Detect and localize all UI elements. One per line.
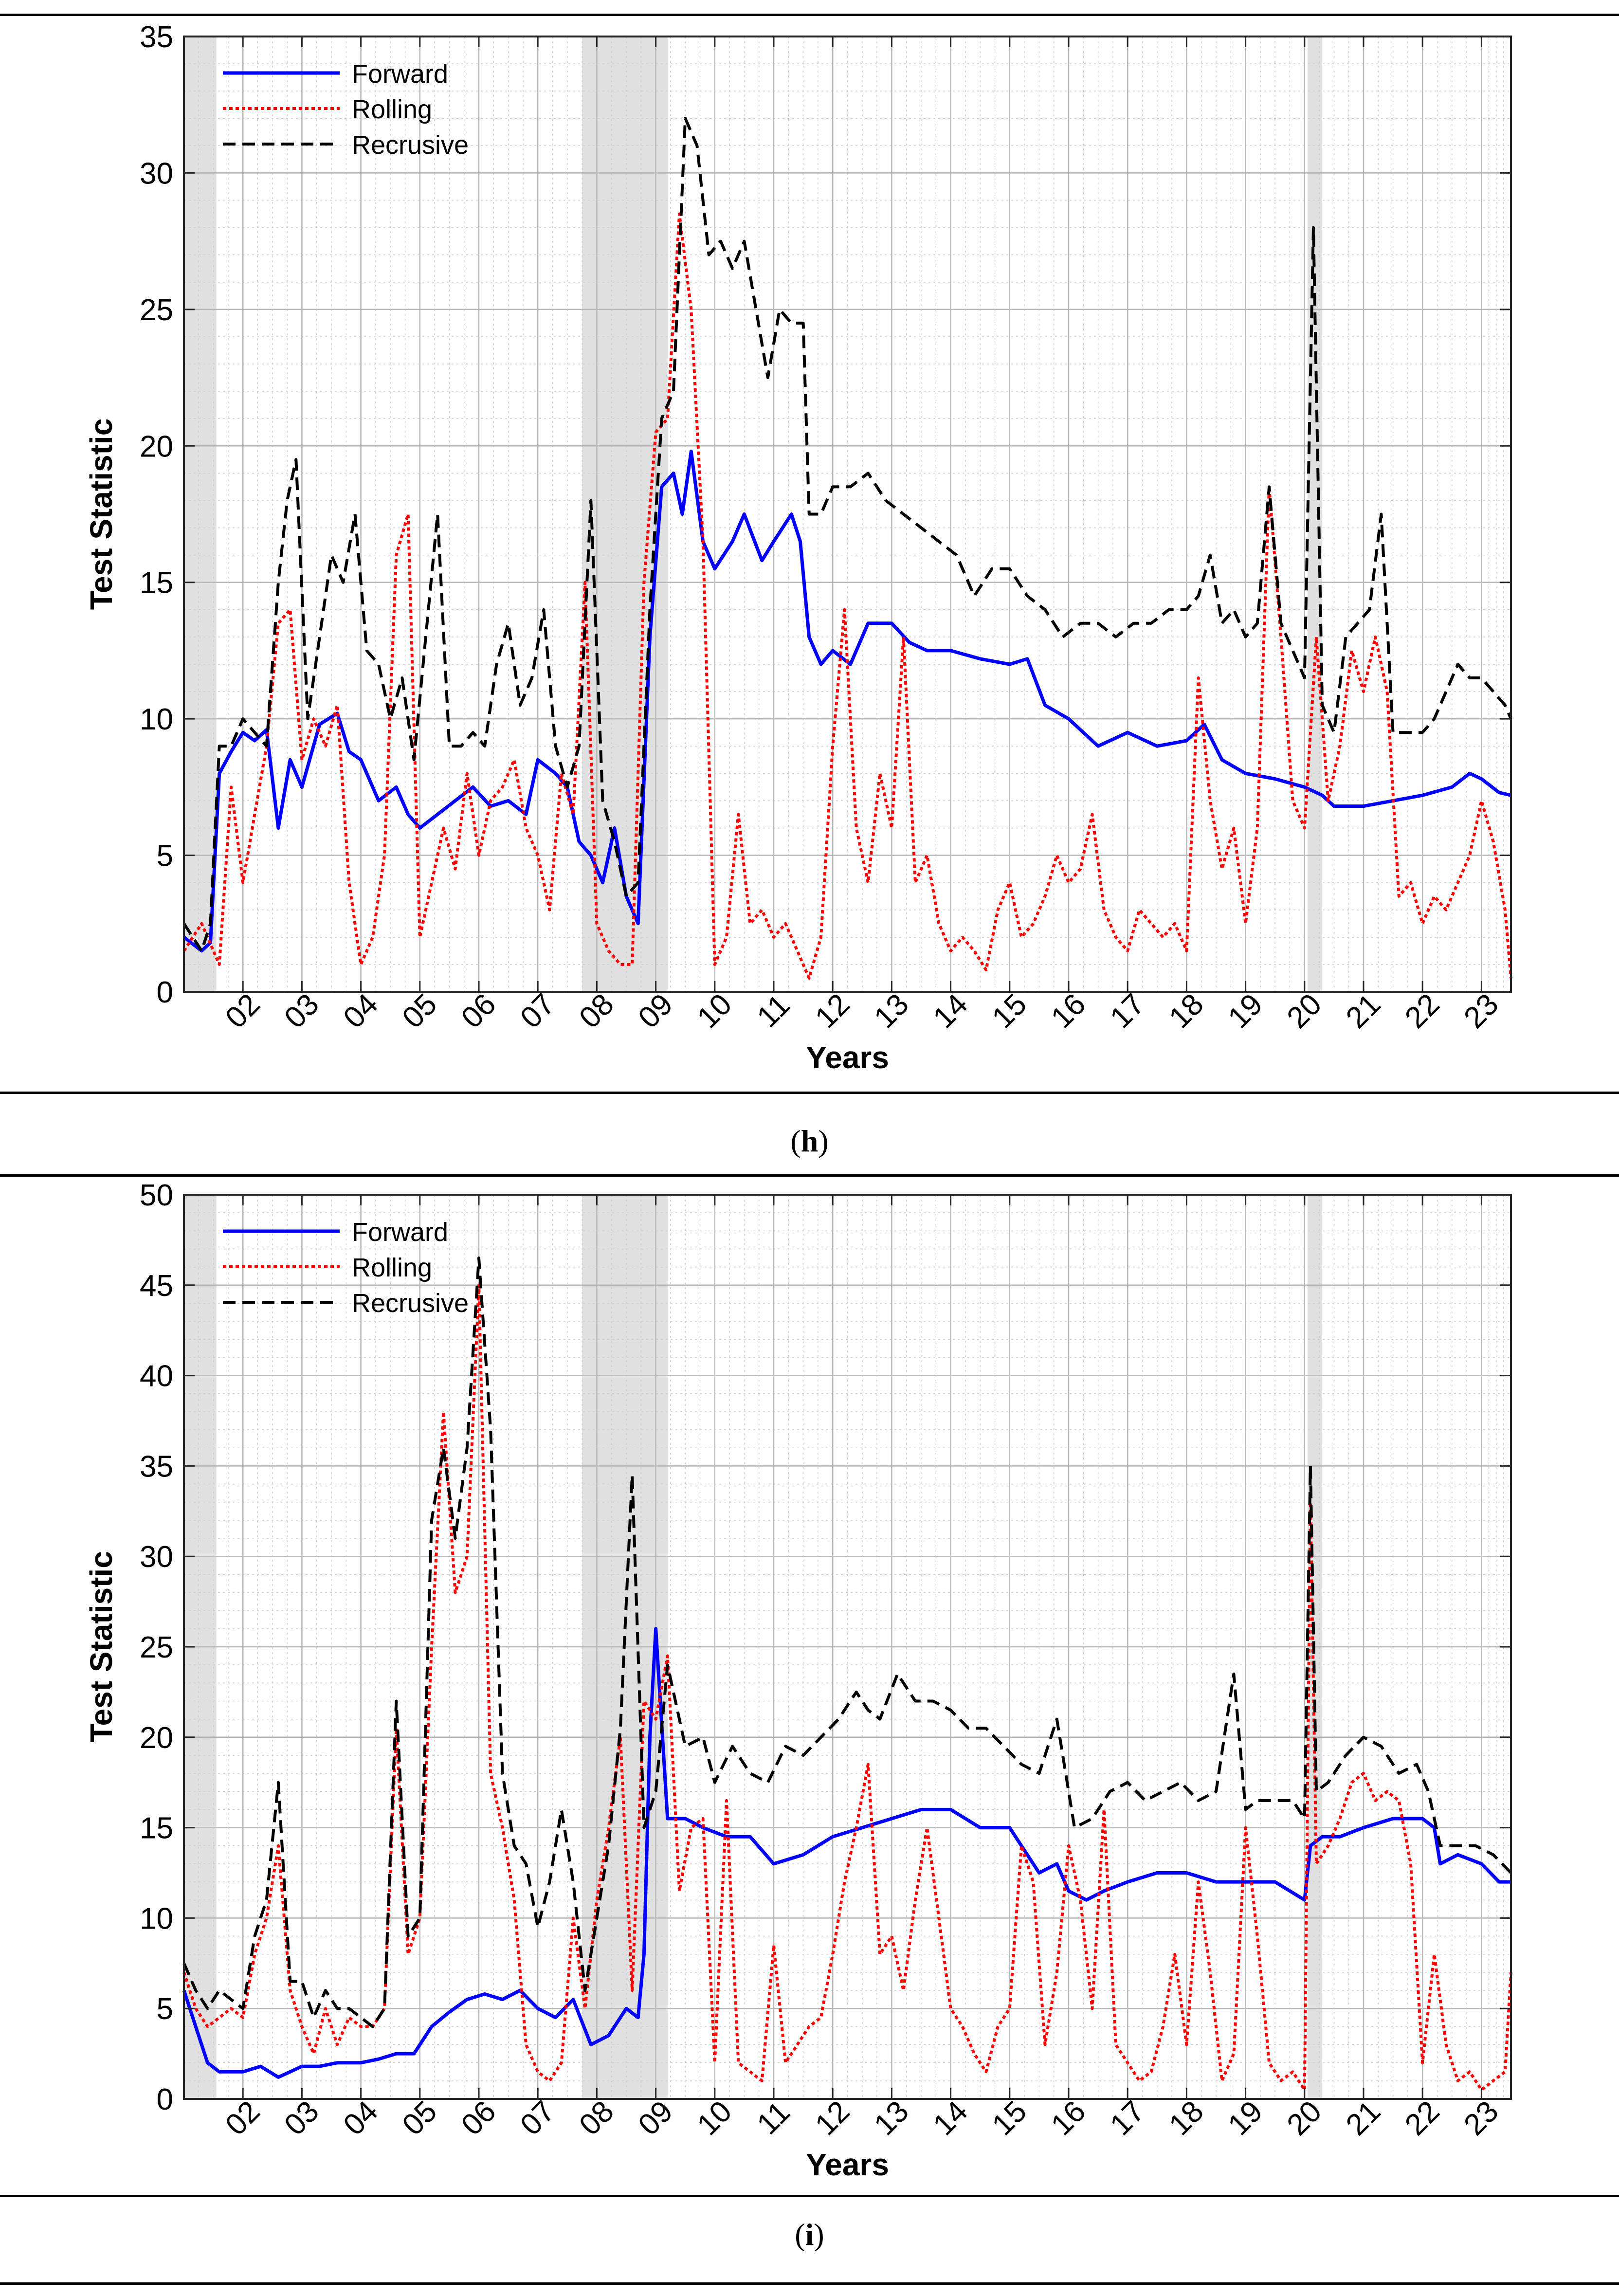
- axes-frame: [183, 36, 1512, 993]
- x-tick-label: 04: [337, 2095, 384, 2142]
- y-axis-title: Test Statistic: [84, 419, 119, 610]
- y-tick-label: 45: [140, 1269, 173, 1303]
- x-tick-label: 02: [219, 2095, 267, 2142]
- x-tick-label: 19: [1221, 987, 1269, 1035]
- x-axis-title: Years: [806, 2147, 889, 2182]
- series-line-rolling: [182, 212, 1512, 980]
- y-tick-label: 0: [157, 976, 173, 1009]
- y-tick-label: 35: [140, 20, 173, 54]
- y-tick-label: 10: [140, 1902, 173, 1935]
- top-rule-i: [0, 1174, 1619, 1177]
- x-tick-label: 16: [1045, 2095, 1092, 2142]
- x-tick-label: 11: [750, 2095, 796, 2141]
- x-tick-label: 15: [986, 987, 1034, 1035]
- y-tick-label: 15: [140, 1812, 173, 1845]
- x-tick-label: 04: [337, 987, 384, 1035]
- shaded-period: [184, 36, 217, 992]
- x-tick-label: 16: [1045, 987, 1092, 1035]
- x-tick-label: 23: [1457, 2095, 1505, 2142]
- x-tick-label: 14: [927, 2095, 974, 2142]
- caption-h: (h): [790, 1124, 829, 1158]
- y-tick-label: 25: [140, 1631, 173, 1664]
- x-tick-label: 13: [868, 2095, 915, 2142]
- y-tick-label: 25: [140, 293, 173, 327]
- x-tick-label: 09: [632, 987, 679, 1035]
- x-tick-label: 22: [1399, 987, 1446, 1035]
- legend-label: Forward: [352, 1218, 448, 1247]
- x-tick-label: 06: [455, 2095, 503, 2142]
- legend-label: Rolling: [352, 95, 432, 124]
- y-tick-label: 15: [140, 566, 173, 600]
- legend-label: Recrusive: [352, 1289, 469, 1318]
- y-tick-label: 30: [140, 1540, 173, 1574]
- bottom-rule-h: [0, 1092, 1619, 1094]
- bottom-rule-i: [0, 2195, 1619, 2197]
- x-tick-label: 05: [396, 987, 444, 1035]
- y-tick-label: 5: [157, 839, 173, 873]
- x-tick-label: 20: [1281, 987, 1328, 1035]
- series-line-forward: [182, 1627, 1511, 2079]
- y-tick-label: 5: [157, 1992, 173, 2026]
- x-tick-label: 23: [1457, 987, 1505, 1035]
- x-tick-label: 22: [1399, 2095, 1446, 2142]
- x-tick-label: 07: [514, 987, 562, 1035]
- y-tick-label: 0: [157, 2083, 173, 2116]
- x-tick-label: 05: [396, 2095, 444, 2142]
- x-tick-label: 08: [573, 2095, 620, 2142]
- x-tick-label: 21: [1340, 987, 1387, 1035]
- x-tick-label: 07: [514, 2095, 562, 2142]
- caption-i: (i): [795, 2217, 824, 2252]
- x-tick-label: 14: [927, 987, 974, 1035]
- x-tick-label: 10: [691, 987, 739, 1035]
- x-tick-label: 13: [868, 987, 915, 1035]
- legend-label: Forward: [352, 59, 448, 89]
- x-tick-label: 08: [573, 987, 620, 1035]
- x-tick-label: 10: [691, 2095, 739, 2142]
- y-tick-label: 10: [140, 703, 173, 736]
- x-tick-label: 02: [219, 987, 267, 1035]
- x-tick-label: 11: [750, 988, 796, 1034]
- y-tick-label: 40: [140, 1360, 173, 1393]
- x-tick-label: 09: [632, 2095, 679, 2142]
- top-rule-h: [0, 14, 1619, 16]
- x-tick-label: 17: [1104, 987, 1151, 1035]
- x-tick-label: 12: [809, 2095, 856, 2142]
- x-tick-label: 18: [1163, 987, 1210, 1035]
- final-rule: [0, 2282, 1619, 2285]
- x-tick-label: 20: [1281, 2095, 1328, 2142]
- y-tick-label: 20: [140, 430, 173, 463]
- legend-label: Recrusive: [352, 130, 469, 160]
- x-tick-label: 06: [455, 987, 503, 1035]
- x-tick-label: 18: [1163, 2095, 1210, 2142]
- series-line-forward: [182, 450, 1511, 953]
- y-tick-label: 20: [140, 1721, 173, 1755]
- y-tick-label: 30: [140, 157, 173, 190]
- x-tick-label: 21: [1340, 2095, 1387, 2142]
- x-tick-label: 15: [986, 2095, 1034, 2142]
- series-line-recrusive: [182, 1257, 1512, 2028]
- series-line-rolling: [182, 1283, 1512, 2092]
- x-axis-title: Years: [806, 1040, 889, 1075]
- x-tick-label: 03: [278, 987, 326, 1035]
- x-tick-label: 19: [1221, 2095, 1269, 2142]
- x-tick-label: 03: [278, 2095, 326, 2142]
- legend-label: Rolling: [352, 1253, 432, 1282]
- x-tick-label: 17: [1104, 2095, 1151, 2142]
- y-tick-label: 35: [140, 1450, 173, 1483]
- y-tick-label: 50: [140, 1180, 173, 1212]
- x-tick-label: 12: [809, 987, 856, 1035]
- y-axis-title: Test Statistic: [84, 1551, 119, 1743]
